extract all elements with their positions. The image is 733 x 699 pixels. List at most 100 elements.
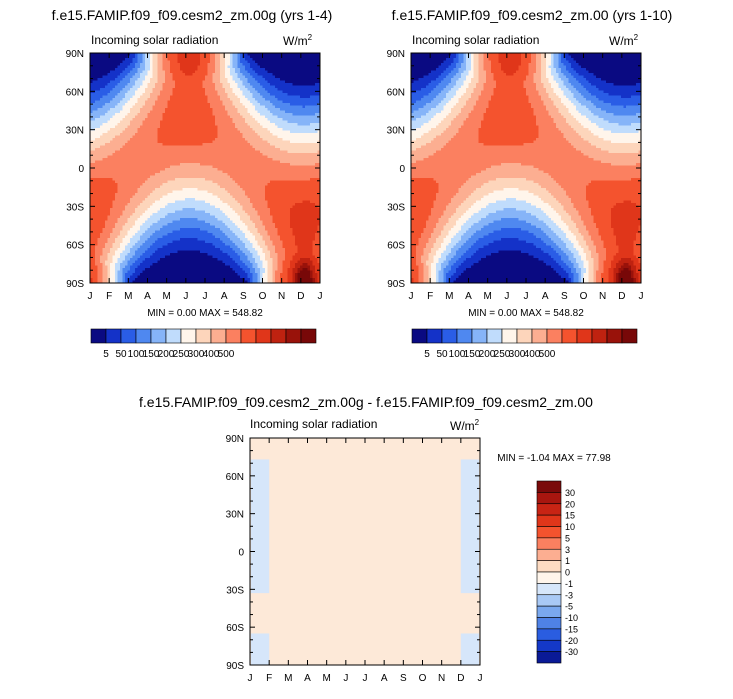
heatmap-cell	[235, 128, 239, 132]
heatmap-cell	[167, 70, 171, 74]
heatmap-cell	[232, 130, 236, 134]
heatmap-cell	[302, 115, 306, 119]
heatmap-cell	[242, 75, 246, 79]
heatmap-cell	[197, 163, 201, 167]
heatmap-cell	[225, 55, 229, 59]
heatmap-cell	[220, 160, 224, 164]
heatmap-cell	[132, 120, 136, 124]
heatmap-cell	[267, 90, 271, 94]
heatmap-cell	[287, 65, 291, 69]
heatmap-cell	[245, 143, 249, 147]
heatmap-cell	[185, 135, 189, 139]
heatmap-cell	[297, 158, 301, 162]
heatmap-cell	[255, 113, 259, 117]
heatmap-cell	[185, 63, 189, 67]
heatmap-cell	[227, 53, 231, 57]
heatmap-cell	[92, 118, 96, 122]
heatmap-cell	[115, 108, 119, 112]
heatmap-cell	[125, 148, 129, 152]
heatmap-cell	[132, 135, 136, 139]
heatmap-cell	[295, 55, 299, 59]
heatmap-cell	[230, 123, 234, 127]
heatmap-cell	[307, 95, 311, 99]
heatmap-cell	[117, 165, 121, 169]
heatmap-cell	[297, 58, 301, 62]
heatmap-cell	[157, 58, 161, 62]
heatmap-cell	[270, 130, 274, 134]
heatmap-cell	[175, 165, 179, 169]
heatmap-cell	[312, 115, 316, 119]
heatmap-cell	[177, 148, 181, 152]
heatmap-cell	[292, 100, 296, 104]
heatmap-cell	[287, 98, 291, 102]
heatmap-cell	[212, 63, 216, 67]
heatmap-cell	[185, 120, 189, 124]
heatmap-cell	[137, 90, 141, 94]
heatmap-cell	[282, 100, 286, 104]
heatmap-cell	[97, 118, 101, 122]
heatmap-cell	[122, 148, 126, 152]
heatmap-cell	[312, 120, 316, 124]
heatmap-cell	[127, 155, 131, 159]
heatmap-cell	[305, 63, 309, 67]
heatmap-cell	[250, 93, 254, 97]
heatmap-cell	[295, 90, 299, 94]
heatmap-cell	[170, 125, 174, 129]
heatmap-cell	[312, 140, 316, 144]
heatmap-cell	[115, 68, 119, 72]
heatmap-cell	[142, 70, 146, 74]
heatmap-cell	[272, 135, 276, 139]
heatmap-cell	[112, 110, 116, 114]
heatmap-cell	[175, 75, 179, 79]
heatmap-cell	[237, 103, 241, 107]
heatmap-cell	[167, 83, 171, 87]
heatmap-cell	[250, 145, 254, 149]
heatmap-cell	[207, 90, 211, 94]
heatmap-cell	[107, 103, 111, 107]
heatmap-cell	[130, 73, 134, 77]
heatmap-cell	[95, 118, 99, 122]
heatmap-cell	[315, 155, 319, 159]
heatmap-cell	[250, 148, 254, 152]
heatmap-cell	[250, 158, 254, 162]
heatmap-cell	[170, 118, 174, 122]
heatmap-cell	[262, 153, 266, 157]
heatmap-cell	[102, 110, 106, 114]
heatmap-cell	[132, 75, 136, 79]
heatmap-cell	[90, 58, 94, 62]
heatmap-cell	[132, 115, 136, 119]
heatmap-cell	[135, 75, 139, 79]
heatmap-cell	[140, 135, 144, 139]
heatmap-cell	[220, 100, 224, 104]
heatmap-cell	[267, 135, 271, 139]
heatmap-cell	[182, 70, 186, 74]
heatmap-cell	[162, 85, 166, 89]
heatmap-cell	[240, 163, 244, 167]
heatmap-cell	[290, 63, 294, 67]
heatmap-cell	[242, 80, 246, 84]
heatmap-cell	[242, 110, 246, 114]
heatmap-cell	[260, 65, 264, 69]
heatmap-cell	[310, 98, 314, 102]
heatmap-cell	[285, 105, 289, 109]
heatmap-cell	[105, 165, 109, 169]
heatmap-cell	[217, 60, 221, 64]
heatmap-cell	[90, 70, 94, 74]
heatmap-cell	[317, 53, 320, 57]
heatmap-cell	[147, 58, 151, 62]
heatmap-cell	[137, 130, 141, 134]
heatmap-cell	[252, 143, 256, 147]
heatmap-cell	[132, 168, 136, 172]
heatmap-cell	[152, 65, 156, 69]
heatmap-cell	[100, 75, 104, 79]
heatmap-cell	[105, 65, 109, 69]
heatmap-cell	[242, 85, 246, 89]
heatmap-cell	[215, 60, 219, 64]
heatmap-cell	[110, 80, 114, 84]
heatmap-cell	[247, 85, 251, 89]
heatmap-cell	[237, 80, 241, 84]
heatmap-cell	[155, 93, 159, 97]
heatmap-cell	[145, 165, 149, 169]
heatmap-cell	[302, 68, 306, 72]
heatmap-cell	[177, 103, 181, 107]
